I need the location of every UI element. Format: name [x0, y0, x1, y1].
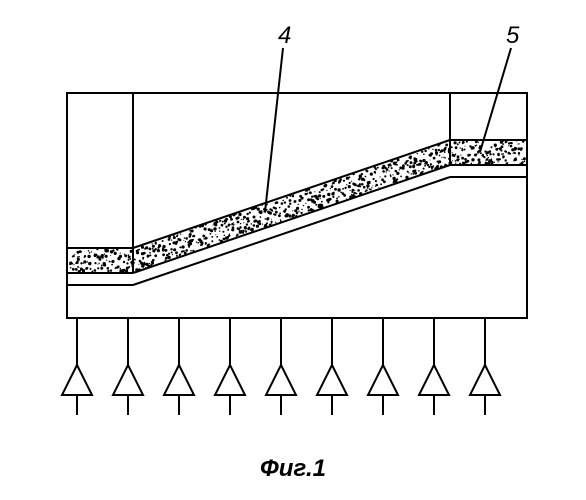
label-5: 5	[506, 22, 519, 50]
label-4: 4	[278, 22, 291, 50]
diagram-svg	[0, 0, 586, 500]
figure-caption: Фиг.1	[260, 455, 326, 483]
